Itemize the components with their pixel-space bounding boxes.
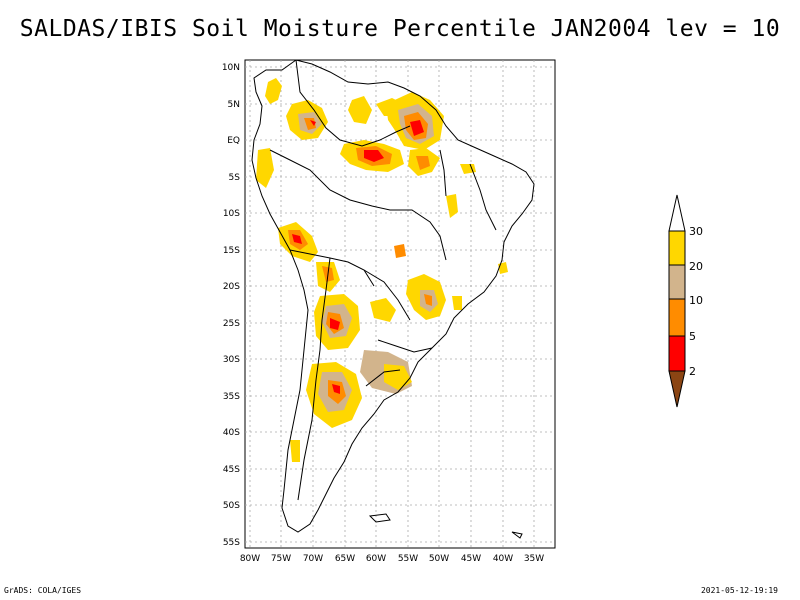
island xyxy=(368,513,391,523)
lat-label: 5N xyxy=(228,100,240,110)
border-line xyxy=(363,269,411,321)
field-patch xyxy=(310,120,316,126)
lat-label: EQ xyxy=(227,136,240,146)
coastlines xyxy=(251,59,535,539)
lat-label: 45S xyxy=(223,465,240,475)
field-patch xyxy=(446,194,458,218)
latitude-labels: 10N 5N EQ 5S 10S 15S 20S 25S 30S 35S 40S… xyxy=(222,63,240,548)
border-line xyxy=(377,339,433,353)
colorbar: 2 5 10 20 30 xyxy=(668,194,703,408)
border-line xyxy=(297,257,331,501)
colorbar-5-10 xyxy=(668,298,686,337)
colorbar-label: 10 xyxy=(689,294,703,307)
lon-label: 75W xyxy=(271,554,291,564)
continent-outline xyxy=(251,59,535,533)
field-patch xyxy=(332,384,340,394)
colorbar-20-30 xyxy=(668,230,686,266)
chart-title: SALDAS/IBIS Soil Moisture Percentile JAN… xyxy=(19,16,781,42)
lat-label: 25S xyxy=(223,319,240,329)
field-patch xyxy=(452,296,462,310)
border-line xyxy=(469,163,497,231)
colorbar-label: 5 xyxy=(689,330,696,343)
longitude-labels: 80W 75W 70W 65W 60W 55W 50W 45W 40W 35W xyxy=(240,554,544,564)
border-line xyxy=(365,369,401,387)
lon-label: 70W xyxy=(303,554,323,564)
field-patch xyxy=(364,150,384,162)
colorbar-label: 20 xyxy=(689,260,703,273)
map-frame xyxy=(244,59,556,549)
lon-label: 55W xyxy=(398,554,418,564)
colorbar-label: 2 xyxy=(689,365,696,378)
lon-label: 80W xyxy=(240,554,260,564)
field-patch xyxy=(348,96,372,124)
lon-label: 35W xyxy=(524,554,544,564)
lat-label: 10N xyxy=(222,63,240,73)
lat-label: 20S xyxy=(223,282,240,292)
lat-label: 15S xyxy=(223,246,240,256)
field-patch xyxy=(292,234,302,244)
lon-label: 45W xyxy=(461,554,481,564)
field-patch xyxy=(424,294,432,306)
lat-label: 40S xyxy=(223,428,240,438)
field-patch xyxy=(330,318,340,330)
lat-label: 50S xyxy=(223,501,240,511)
footer-credit: GrADS: COLA/IGES xyxy=(4,586,82,595)
border-line xyxy=(269,149,447,261)
lat-label: 30S xyxy=(223,355,240,365)
lon-label: 65W xyxy=(335,554,355,564)
colorbar-below2 xyxy=(668,370,686,408)
percentile-fields xyxy=(256,78,508,462)
lon-label: 50W xyxy=(429,554,449,564)
border-line xyxy=(289,249,375,287)
border-line xyxy=(439,149,447,197)
colorbar-2-5 xyxy=(668,335,686,372)
field-patch xyxy=(290,440,300,462)
island xyxy=(511,531,523,539)
colorbar-label: 30 xyxy=(689,225,703,238)
lat-label: 35S xyxy=(223,392,240,402)
lat-label: 10S xyxy=(223,209,240,219)
lat-label: 55S xyxy=(223,538,240,548)
field-patch xyxy=(265,78,282,104)
border-line xyxy=(295,59,411,147)
colorbar-above30 xyxy=(668,194,686,232)
lat-label: 5S xyxy=(229,173,241,183)
lon-label: 60W xyxy=(366,554,386,564)
field-patch xyxy=(370,298,396,322)
field-patch xyxy=(460,164,476,174)
lon-label: 40W xyxy=(493,554,513,564)
colorbar-10-20 xyxy=(668,264,686,300)
footer-timestamp: 2021-05-12-19:19 xyxy=(700,586,778,595)
field-patch xyxy=(256,148,274,188)
field-patch xyxy=(410,120,424,136)
field-patch xyxy=(394,244,406,258)
field-patch xyxy=(416,156,430,170)
